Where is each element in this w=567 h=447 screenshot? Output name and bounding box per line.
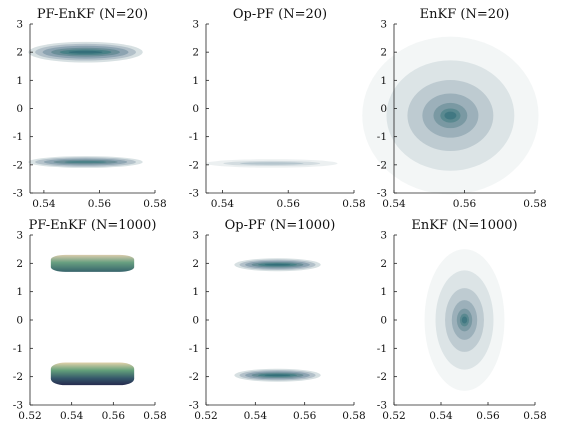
chart-title: PF-EnKF (N=20) [37, 7, 148, 22]
chart-title: EnKF (N=20) [420, 7, 510, 22]
x-tick-label: 0.54 [211, 198, 235, 210]
density-mode-1 [206, 159, 338, 168]
x-tick-label: 0.52 [18, 410, 41, 422]
y-tick-label: -1 [13, 343, 23, 355]
y-tick-label: 2 [16, 258, 23, 270]
density-contour [64, 160, 107, 164]
y-tick-label: 0 [192, 315, 199, 327]
density-contour [223, 160, 321, 166]
y-tick-label: 2 [380, 47, 387, 59]
chart-title: EnKF (N=1000) [411, 218, 517, 233]
y-tick-label: -1 [377, 343, 387, 355]
chart-title: Op-PF (N=1000) [225, 218, 336, 233]
y-tick-label: -1 [189, 131, 199, 143]
density-mode-1 [28, 41, 143, 63]
x-tick-label: 0.58 [342, 410, 365, 422]
x-tick-label: 0.56 [293, 410, 317, 422]
y-tick-label: 0 [16, 103, 23, 115]
y-tick-label: 2 [380, 258, 387, 270]
x-tick-label: 0.58 [342, 198, 365, 210]
density-contour [264, 263, 291, 266]
y-tick-label: 0 [192, 103, 199, 115]
density-contour [68, 50, 103, 54]
y-tick-label: 1 [16, 75, 23, 87]
y-tick-label: -2 [189, 159, 199, 171]
y-tick-label: 1 [192, 286, 199, 298]
density-contour [239, 162, 304, 165]
y-tick-label: 0 [380, 315, 387, 327]
density-mode-1 [50, 254, 135, 272]
y-tick-label: -3 [189, 400, 199, 412]
y-tick-label: 1 [192, 75, 199, 87]
chart-panel-2: Op-PF (N=20) 3 2 1 0 -1 -2 -3 0.54 0.56 0.58 [189, 7, 366, 210]
y-tick-label: 1 [16, 286, 23, 298]
density-mode-1 [424, 249, 505, 391]
x-tick-label: 0.52 [382, 410, 405, 422]
chart-panel-1: PF-EnKF (N=20) 3 2 1 0 -1 -2 -3 0.54 0.56 0.58 [13, 7, 167, 210]
y-tick-label: 0 [16, 315, 23, 327]
y-tick-label: -3 [13, 400, 23, 412]
x-tick-label: 0.54 [382, 198, 406, 210]
y-tick-label: 2 [16, 47, 23, 59]
x-tick-label: 0.58 [143, 410, 166, 422]
x-tick-label: 0.58 [523, 198, 546, 210]
y-tick-label: -2 [189, 371, 199, 383]
density-mode-1 [362, 36, 539, 195]
chart-title: Op-PF (N=20) [233, 7, 327, 22]
y-tick-label: 3 [380, 19, 387, 31]
x-tick-label: 0.54 [60, 410, 84, 422]
y-tick-label: -1 [189, 343, 199, 355]
y-tick-label: 3 [380, 230, 387, 242]
y-tick-label: 3 [16, 230, 23, 242]
y-tick-label: 3 [192, 19, 199, 31]
density-mode-1 [234, 258, 321, 272]
y-tick-label: 1 [380, 75, 387, 87]
x-tick-label: 0.56 [476, 410, 500, 422]
x-tick-label: 0.56 [102, 410, 126, 422]
x-tick-label: 0.56 [453, 198, 477, 210]
y-tick-label: -2 [13, 159, 23, 171]
chart-panel-5: Op-PF (N=1000) 3 2 1 0 -1 -2 -30.52 0.54 0.56 0.58 [189, 218, 366, 422]
y-tick-label: 3 [16, 19, 23, 31]
x-tick-label: 0.56 [88, 198, 112, 210]
y-tick-label: -2 [377, 371, 387, 383]
density-blob [50, 254, 135, 272]
density-mode-2 [234, 368, 321, 382]
y-tick-label: -3 [377, 188, 387, 200]
density-contour [206, 159, 338, 168]
y-tick-label: -3 [13, 188, 23, 200]
y-tick-label: -1 [13, 131, 23, 143]
y-tick-label: -2 [377, 159, 387, 171]
density-blob [50, 362, 135, 386]
y-tick-label: 2 [192, 47, 199, 59]
x-tick-label: 0.52 [194, 410, 217, 422]
chart-title: PF-EnKF (N=1000) [29, 218, 157, 233]
x-tick-label: 0.58 [523, 410, 546, 422]
y-tick-label: 0 [380, 103, 387, 115]
x-tick-label: 0.56 [277, 198, 301, 210]
density-mode-2 [28, 156, 143, 168]
density-mode-2 [50, 362, 135, 386]
chart-panel-6: EnKF (N=1000) 3 2 1 0 -1 -2 -30.52 0.54 0.56 0.58 [377, 218, 547, 422]
y-tick-label: -1 [377, 131, 387, 143]
y-tick-label: -3 [189, 188, 199, 200]
y-tick-label: -2 [13, 371, 23, 383]
density-contour [461, 316, 468, 324]
x-tick-label: 0.58 [143, 198, 166, 210]
density-contour [444, 111, 457, 120]
y-tick-label: -3 [377, 400, 387, 412]
density-contour [264, 374, 291, 377]
y-tick-label: 1 [380, 286, 387, 298]
x-tick-label: 0.54 [32, 198, 56, 210]
chart-panel-4: PF-EnKF (N=1000) 3 2 1 0 -1 -2 -30.52 0.54 0.56 0.… [13, 218, 167, 422]
chart-panel-3: EnKF (N=20) 3 2 1 0 -1 -2 -30.54 0.56 0.58 [362, 7, 547, 210]
x-tick-label: 0.54 [429, 410, 453, 422]
x-tick-label: 0.54 [244, 410, 268, 422]
y-tick-label: 3 [192, 230, 199, 242]
y-tick-label: 2 [192, 258, 199, 270]
